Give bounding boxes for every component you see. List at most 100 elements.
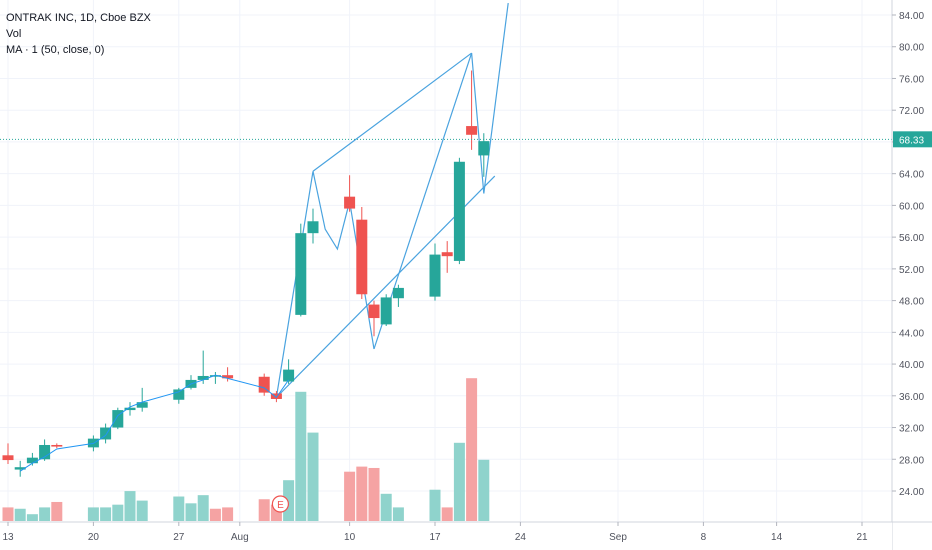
price-tick-label: 80.00 xyxy=(899,43,924,54)
candle-body xyxy=(209,375,221,377)
price-tick-label: 44.00 xyxy=(899,328,924,339)
volume-bar xyxy=(368,467,380,521)
candle-body xyxy=(112,410,124,428)
volume-bar xyxy=(112,504,124,521)
candle-body xyxy=(258,376,270,393)
candle-body xyxy=(368,304,380,319)
price-axis[interactable]: 84.0080.0076.0072.0068.0064.0060.0056.00… xyxy=(891,0,932,550)
moving-average-label[interactable]: MA · 1 (50, close, 0) xyxy=(6,44,105,56)
candle xyxy=(124,402,136,416)
volume-bar xyxy=(14,508,26,521)
price-tick-label: 76.00 xyxy=(899,74,924,85)
candle xyxy=(258,373,270,396)
candle xyxy=(51,443,63,449)
volume-indicator-label[interactable]: Vol xyxy=(6,28,22,40)
earnings-circle xyxy=(271,495,289,513)
time-axis[interactable]: 13 20 27 Aug 10 17 24 Sep 8 14 21 xyxy=(0,521,932,550)
candle-body xyxy=(173,389,185,400)
price-tick-label: 52.00 xyxy=(899,265,924,276)
time-tick-label: 27 xyxy=(173,532,185,543)
price-tick-label: 72.00 xyxy=(899,106,924,117)
volume-bar xyxy=(429,489,441,521)
candle-body xyxy=(344,196,356,209)
price-tick-label: 24.00 xyxy=(899,487,924,498)
price-tick-label: 40.00 xyxy=(899,360,924,371)
candle xyxy=(368,300,380,337)
candle xyxy=(136,387,148,412)
symbol-title[interactable]: ONTRAK INC, 1D, Cboe BZX xyxy=(6,12,151,24)
time-tick-label: 20 xyxy=(88,532,100,543)
time-tick-label: 21 xyxy=(856,532,868,543)
volume-bar xyxy=(2,507,14,521)
candle xyxy=(2,443,14,465)
candle xyxy=(295,223,307,317)
candle xyxy=(14,460,26,477)
time-tick-label: Sep xyxy=(609,532,627,543)
current-price-badge xyxy=(893,131,932,148)
time-tick-label: 13 xyxy=(2,532,14,543)
trend-line xyxy=(312,52,472,172)
candle-body xyxy=(441,252,453,257)
volume-bar xyxy=(51,501,63,521)
time-tick-label: 17 xyxy=(429,532,441,543)
volume-bar xyxy=(453,442,465,521)
volume-bar xyxy=(209,508,221,521)
volume-bar xyxy=(100,507,112,521)
volume-bar xyxy=(197,495,209,521)
volume-bar xyxy=(283,480,295,521)
candle xyxy=(466,70,478,150)
volume-bar xyxy=(26,514,38,521)
candle xyxy=(197,350,209,384)
candle-body xyxy=(100,427,112,440)
moving-average-line xyxy=(19,374,290,472)
price-tick-label: 84.00 xyxy=(899,11,924,22)
candle-body xyxy=(478,141,490,156)
candle-body xyxy=(136,402,148,408)
volume-bar xyxy=(392,507,404,521)
trend-line xyxy=(275,171,375,398)
candle-body xyxy=(356,219,368,295)
candle-body xyxy=(307,221,319,234)
volume-bar xyxy=(270,504,282,521)
candle xyxy=(478,133,490,177)
candle xyxy=(100,423,112,444)
time-tick-label: 14 xyxy=(771,532,783,543)
candle xyxy=(429,243,441,301)
candle-body xyxy=(124,407,136,411)
candle xyxy=(380,294,392,326)
volume-bar xyxy=(185,503,197,521)
volume-bar xyxy=(258,499,270,521)
candle xyxy=(344,175,356,212)
chart-legend: ONTRAK INC, 1D, Cboe BZX Vol MA · 1 (50,… xyxy=(6,10,151,58)
ma-polyline xyxy=(19,374,290,472)
volume-bar xyxy=(344,471,356,521)
candle-body xyxy=(14,467,26,470)
volume-bar xyxy=(307,432,319,521)
time-tick-label: 8 xyxy=(701,532,707,543)
time-axis-background xyxy=(0,522,892,550)
candle xyxy=(392,284,404,307)
candle-body xyxy=(222,375,234,379)
candle-body xyxy=(392,287,404,299)
candle xyxy=(356,206,368,300)
volume-bar xyxy=(466,378,478,521)
candle-body xyxy=(26,457,38,464)
volume-bar xyxy=(441,507,453,521)
candle xyxy=(173,387,185,404)
candle xyxy=(39,439,51,461)
volume-bar xyxy=(478,459,490,521)
current-price-label: 68.33 xyxy=(899,135,924,146)
candle xyxy=(222,367,234,382)
candle-body xyxy=(39,444,51,460)
candle-body xyxy=(453,161,465,261)
price-tick-label: 56.00 xyxy=(899,233,924,244)
candle-body xyxy=(270,393,282,399)
pattern-drawing[interactable] xyxy=(275,3,509,398)
candlesticks xyxy=(2,70,490,477)
price-axis-background xyxy=(892,0,932,550)
candle-body xyxy=(283,369,295,382)
candle xyxy=(441,241,453,273)
earnings-marker[interactable]: E xyxy=(271,495,289,513)
price-tick-label: 64.00 xyxy=(899,170,924,181)
